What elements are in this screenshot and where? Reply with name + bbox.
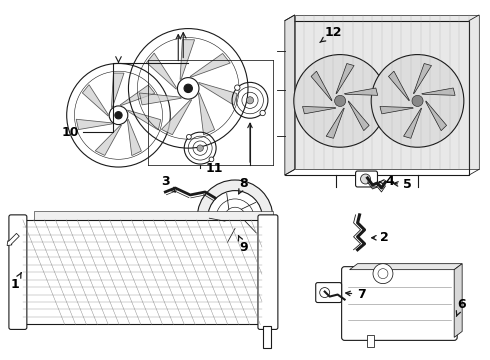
Polygon shape bbox=[190, 53, 230, 77]
Polygon shape bbox=[198, 82, 237, 105]
Polygon shape bbox=[127, 119, 141, 156]
Text: 8: 8 bbox=[239, 177, 248, 194]
Text: 12: 12 bbox=[320, 26, 343, 42]
Circle shape bbox=[412, 95, 423, 107]
Polygon shape bbox=[294, 15, 479, 170]
Text: 10: 10 bbox=[62, 126, 79, 139]
Polygon shape bbox=[147, 53, 176, 89]
Polygon shape bbox=[336, 63, 354, 94]
Circle shape bbox=[246, 97, 253, 104]
Circle shape bbox=[361, 174, 370, 184]
Text: 1: 1 bbox=[10, 273, 21, 291]
Circle shape bbox=[184, 84, 193, 93]
Polygon shape bbox=[426, 101, 446, 131]
Polygon shape bbox=[326, 108, 344, 138]
Polygon shape bbox=[180, 40, 195, 80]
Polygon shape bbox=[344, 88, 378, 95]
Polygon shape bbox=[34, 211, 273, 315]
Polygon shape bbox=[198, 93, 215, 135]
Bar bbox=[285, 21, 469, 175]
Polygon shape bbox=[302, 107, 336, 114]
FancyBboxPatch shape bbox=[342, 267, 457, 340]
Text: 11: 11 bbox=[205, 162, 223, 175]
Circle shape bbox=[208, 190, 262, 245]
Polygon shape bbox=[454, 264, 462, 337]
FancyBboxPatch shape bbox=[258, 215, 278, 329]
Polygon shape bbox=[422, 88, 455, 95]
Text: 4: 4 bbox=[379, 175, 394, 189]
Polygon shape bbox=[414, 63, 432, 94]
Circle shape bbox=[260, 110, 266, 116]
Polygon shape bbox=[285, 15, 294, 175]
Circle shape bbox=[230, 213, 240, 222]
Bar bbox=[367, 336, 374, 347]
Polygon shape bbox=[348, 101, 369, 131]
Polygon shape bbox=[111, 73, 124, 108]
Circle shape bbox=[209, 157, 214, 162]
Circle shape bbox=[115, 112, 122, 119]
Polygon shape bbox=[95, 125, 122, 156]
Bar bbox=[263, 327, 271, 348]
Circle shape bbox=[197, 180, 273, 256]
FancyArrow shape bbox=[7, 233, 19, 246]
Circle shape bbox=[187, 135, 191, 139]
Text: 2: 2 bbox=[372, 231, 389, 244]
Text: 5: 5 bbox=[393, 179, 412, 192]
Bar bbox=[23, 220, 262, 324]
FancyBboxPatch shape bbox=[9, 215, 27, 329]
Polygon shape bbox=[140, 93, 181, 105]
Circle shape bbox=[335, 95, 345, 107]
Polygon shape bbox=[311, 71, 332, 101]
Polygon shape bbox=[82, 85, 108, 116]
Text: 3: 3 bbox=[161, 175, 175, 192]
FancyBboxPatch shape bbox=[356, 171, 377, 187]
Circle shape bbox=[373, 264, 393, 284]
Polygon shape bbox=[127, 110, 161, 130]
Text: 6: 6 bbox=[456, 298, 465, 316]
Text: 7: 7 bbox=[346, 288, 366, 301]
Polygon shape bbox=[161, 100, 192, 135]
Text: 9: 9 bbox=[239, 236, 248, 254]
Circle shape bbox=[197, 145, 203, 151]
Circle shape bbox=[371, 55, 464, 147]
Circle shape bbox=[294, 55, 387, 147]
FancyBboxPatch shape bbox=[316, 283, 342, 302]
Polygon shape bbox=[349, 264, 462, 270]
Polygon shape bbox=[389, 71, 409, 101]
Polygon shape bbox=[380, 107, 414, 114]
Circle shape bbox=[235, 85, 240, 90]
Polygon shape bbox=[76, 119, 113, 130]
Polygon shape bbox=[404, 108, 422, 138]
Polygon shape bbox=[120, 85, 155, 105]
